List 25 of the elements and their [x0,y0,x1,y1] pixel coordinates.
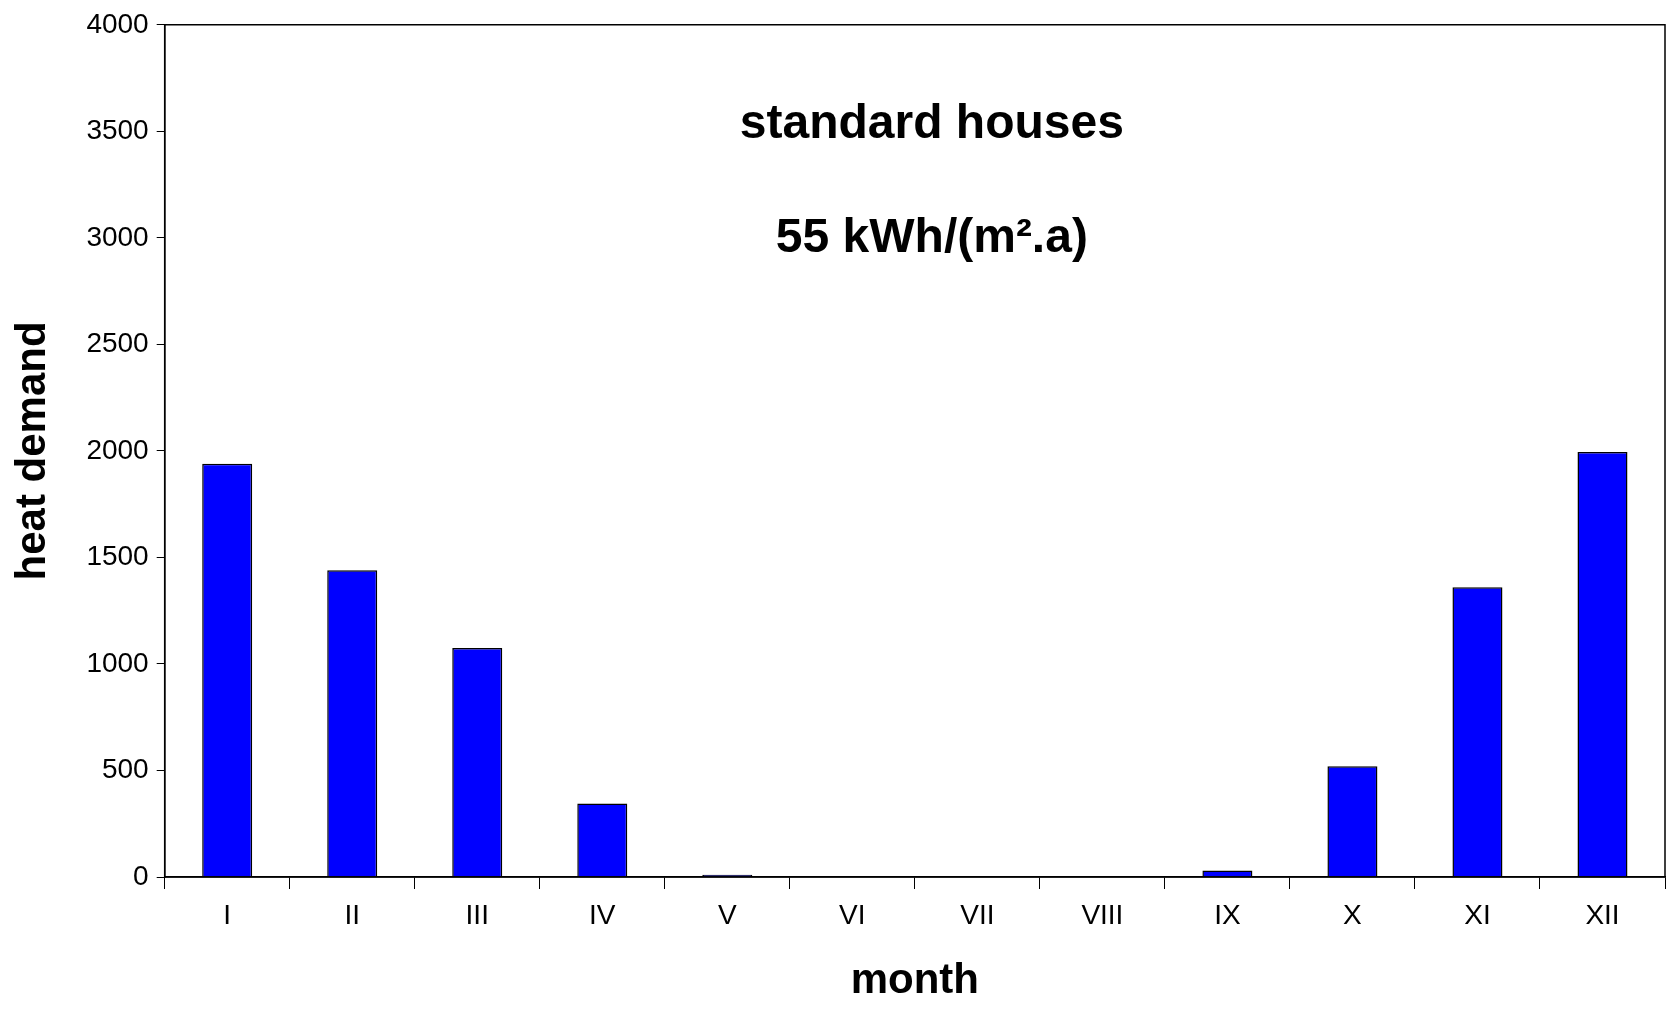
x-tick-label: X [1343,898,1363,930]
y-tick-label: 3500 [86,114,149,146]
text: 55 kWh/(m².a) [775,209,1088,263]
x-tick-label: V [717,898,737,930]
x-tick-label: IX [1214,898,1241,930]
y-tick-label: 4000 [86,7,149,39]
x-axis-title: month [850,955,979,1003]
x-tick-label: XI [1464,898,1491,930]
y-axis-title: heat demand [6,321,54,581]
y-tick-label: 2000 [86,433,149,465]
y-tick-label: 0 [133,859,149,891]
y-tick-label: 2500 [86,327,149,359]
x-tick-label: VII [960,898,995,930]
x-tick-label: III [465,898,489,930]
x-tick-label: II [344,898,361,930]
x-tick-label: VIII [1081,898,1124,930]
x-tick-label: VI [839,898,866,930]
x-tick-label: I [223,898,232,930]
x-tick-label: IV [589,898,616,930]
y-tick-label: 3000 [86,220,149,252]
y-tick-label: 1500 [86,540,149,572]
y-tick-label: 1000 [86,646,149,678]
x-tick-label: XII [1585,898,1620,930]
y-tick-label: 500 [101,753,149,785]
text: standard houses [739,95,1124,149]
